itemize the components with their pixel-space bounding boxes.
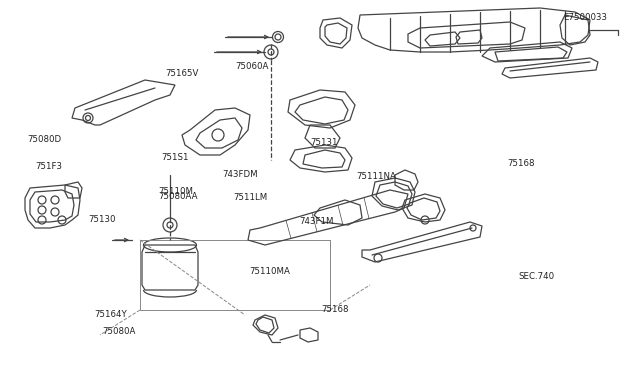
Text: 75165V: 75165V (165, 69, 198, 78)
Text: 75080D: 75080D (27, 135, 61, 144)
Text: 75110M: 75110M (159, 187, 194, 196)
Text: 743F1M: 743F1M (300, 217, 334, 226)
Text: 75164Y: 75164Y (95, 310, 127, 319)
Text: 751S1: 751S1 (161, 153, 189, 162)
Text: 75060A: 75060A (236, 62, 269, 71)
Text: E7500033: E7500033 (563, 13, 607, 22)
Text: 751F3: 751F3 (35, 162, 62, 171)
Text: SEC.740: SEC.740 (518, 272, 554, 280)
Text: 75080AA: 75080AA (159, 192, 198, 201)
Text: 75080A: 75080A (102, 327, 136, 336)
Text: 75111NA: 75111NA (356, 172, 396, 181)
Text: 75168: 75168 (321, 305, 349, 314)
Text: 75131: 75131 (310, 138, 338, 147)
Text: 743FDM: 743FDM (223, 170, 259, 179)
Text: 7511LM: 7511LM (233, 193, 268, 202)
Text: 75110MA: 75110MA (250, 267, 291, 276)
Text: 75130: 75130 (88, 215, 116, 224)
Text: 75168: 75168 (507, 159, 534, 168)
